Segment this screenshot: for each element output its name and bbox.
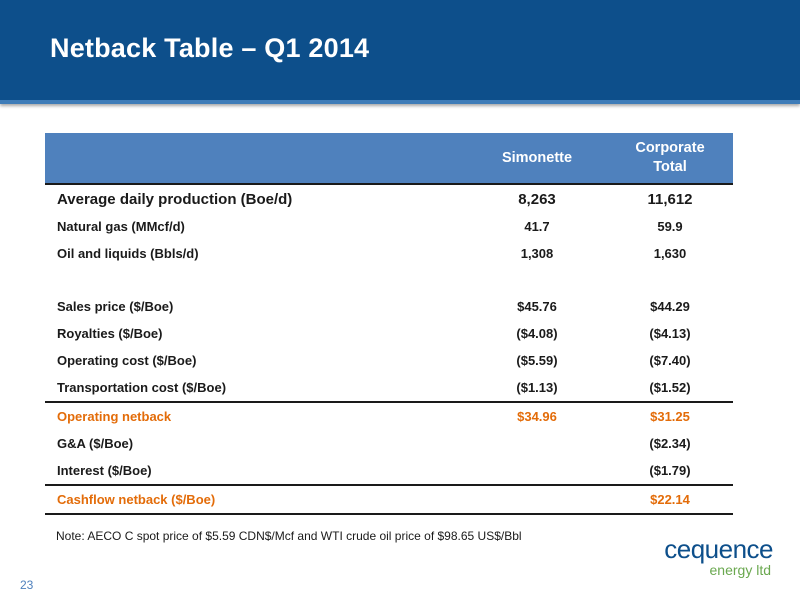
simonette-value: ($5.59) <box>516 353 558 368</box>
table-row: Royalties ($/Boe) ($4.08) ($4.13) <box>45 320 733 347</box>
corporate-value: 1,630 <box>653 246 687 261</box>
table-row: Sales price ($/Boe) $45.76 $44.29 <box>45 293 733 320</box>
row-label: Interest ($/Boe) <box>57 463 152 478</box>
table-header-row: Simonette Corporate Total <box>45 133 733 184</box>
slide-header: Netback Table – Q1 2014 <box>0 0 800 104</box>
row-label: Transportation cost ($/Boe) <box>57 380 227 395</box>
row-label: Royalties ($/Boe) <box>57 326 163 341</box>
table-row: Transportation cost ($/Boe) ($1.13) ($1.… <box>45 374 733 402</box>
netback-table-container: Simonette Corporate Total Average daily … <box>45 133 733 515</box>
row-label: Operating netback <box>45 401 467 430</box>
spacer-cell <box>45 267 467 293</box>
table-row: Oil and liquids (Bbls/d) 1,308 1,630 <box>45 240 733 267</box>
simonette-value <box>467 457 607 485</box>
simonette-value: ($4.08) <box>516 326 558 341</box>
simonette-value: $45.76 <box>517 299 557 314</box>
header-label <box>45 133 467 184</box>
corporate-value: $44.29 <box>650 299 690 314</box>
operating-netback-row: Operating netback $34.96 $31.25 <box>45 401 733 430</box>
row-label: Cashflow netback ($/Boe) <box>45 484 467 515</box>
price-note: Note: AECO C spot price of $5.59 CDN$/Mc… <box>56 529 522 543</box>
netback-table: Simonette Corporate Total Average daily … <box>45 133 733 515</box>
simonette-value: ($1.13) <box>516 380 558 395</box>
table-row: Operating cost ($/Boe) ($5.59) ($7.40) <box>45 347 733 374</box>
row-label: Sales price ($/Boe) <box>57 299 174 314</box>
simonette-value: 41.7 <box>524 219 550 234</box>
corporate-value: ($1.52) <box>649 380 691 395</box>
row-label: Average daily production (Boe/d) <box>45 183 467 213</box>
corporate-value: $31.25 <box>607 401 733 430</box>
row-label: Operating cost ($/Boe) <box>57 353 197 368</box>
slide-title: Netback Table – Q1 2014 <box>50 33 370 63</box>
table-spacer-row <box>45 267 733 293</box>
corporate-value: ($1.79) <box>649 463 691 478</box>
simonette-value: 1,308 <box>520 246 554 261</box>
table-row: Average daily production (Boe/d) 8,263 1… <box>45 183 733 213</box>
header-corporate-total-text: Corporate Total <box>635 140 705 175</box>
row-label: G&A ($/Boe) <box>57 436 134 451</box>
simonette-value <box>467 484 607 515</box>
table-row: Interest ($/Boe) ($1.79) <box>45 457 733 485</box>
corporate-value: ($2.34) <box>649 436 691 451</box>
spacer-cell <box>467 267 607 293</box>
row-label: Natural gas (MMcf/d) <box>57 219 185 234</box>
spacer-cell <box>607 267 733 293</box>
corporate-value: ($4.13) <box>649 326 691 341</box>
logo-wordmark: cequence <box>664 534 773 564</box>
corporate-value: $22.14 <box>607 484 733 515</box>
simonette-value: 8,263 <box>467 183 607 213</box>
logo-subtitle: energy ltd <box>709 562 771 578</box>
corporate-value: 11,612 <box>607 183 733 213</box>
simonette-value <box>467 430 607 457</box>
corporate-value: ($7.40) <box>649 353 691 368</box>
page-number: 23 <box>20 578 34 592</box>
header-simonette: Simonette <box>467 133 607 184</box>
cashflow-netback-row: Cashflow netback ($/Boe) $22.14 <box>45 484 733 515</box>
row-label: Oil and liquids (Bbls/d) <box>57 246 199 261</box>
header-corporate-total: Corporate Total <box>607 133 733 184</box>
corporate-value: 59.9 <box>657 219 683 234</box>
simonette-value: $34.96 <box>467 401 607 430</box>
table-row: Natural gas (MMcf/d) 41.7 59.9 <box>45 213 733 240</box>
company-logo: cequence energy ltd <box>628 535 773 580</box>
table-row: G&A ($/Boe) ($2.34) <box>45 430 733 457</box>
